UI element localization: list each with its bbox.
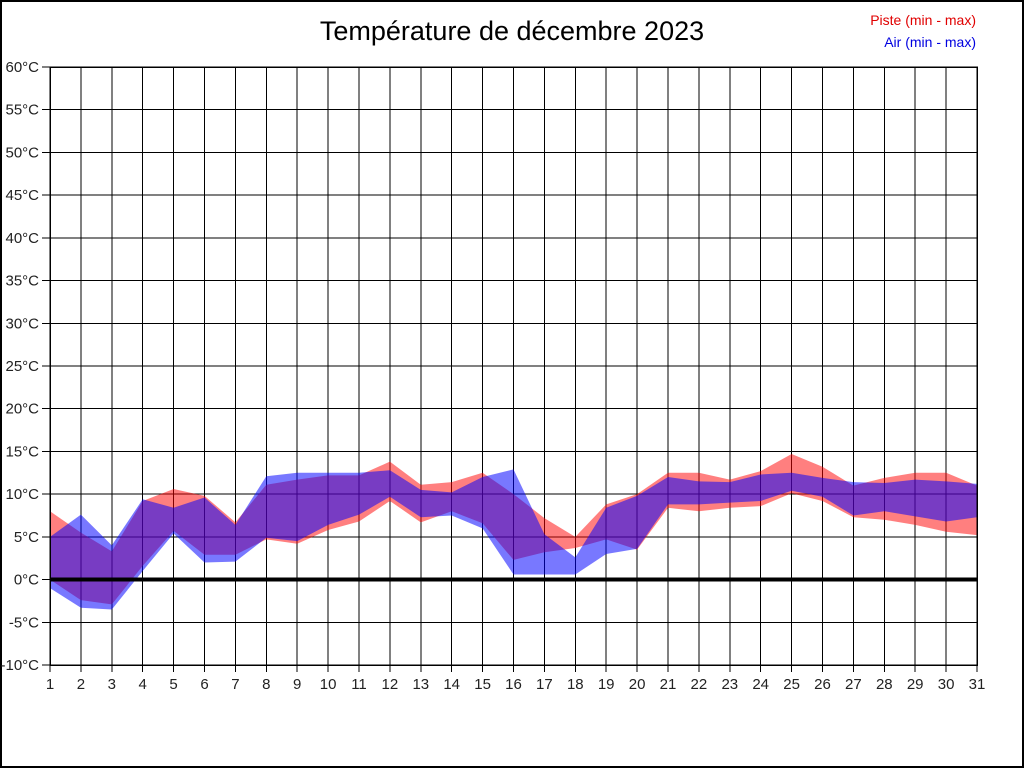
x-tick-label: 28 (876, 676, 893, 693)
y-tick-label: 35°C (5, 273, 39, 290)
x-tick-label: 16 (505, 676, 522, 693)
y-tick-label: 0°C (14, 572, 39, 589)
x-tick-label: 1 (46, 676, 54, 693)
x-tick-label: 11 (351, 676, 367, 693)
x-tick-label: 5 (169, 676, 177, 693)
legend: Piste (min - max) Air (min - max) (870, 9, 976, 53)
x-tick-label: 4 (139, 676, 147, 693)
y-tick-label: 60°C (5, 59, 39, 76)
y-tick-label: 25°C (5, 358, 39, 375)
y-tick-label: 40°C (5, 230, 39, 247)
y-tick-label: 5°C (14, 529, 39, 546)
x-tick-label: 14 (443, 676, 460, 693)
x-tick-label: 30 (938, 676, 955, 693)
x-tick-label: 17 (536, 676, 553, 693)
x-tick-label: 20 (629, 676, 646, 693)
x-tick-label: 26 (814, 676, 831, 693)
x-tick-label: 19 (598, 676, 615, 693)
x-tick-label: 31 (969, 676, 986, 693)
y-tick-label: 15°C (5, 443, 39, 460)
x-tick-label: 10 (320, 676, 337, 693)
x-tick-label: 22 (691, 676, 708, 693)
y-tick-label: 20°C (5, 401, 39, 418)
x-tick-label: 9 (293, 676, 301, 693)
x-tick-label: 8 (262, 676, 270, 693)
x-tick-label: 29 (907, 676, 924, 693)
x-tick-label: 6 (200, 676, 208, 693)
y-tick-label: 30°C (5, 315, 39, 332)
x-tick-label: 24 (752, 676, 769, 693)
y-tick-label: 45°C (5, 187, 39, 204)
x-tick-label: 2 (77, 676, 85, 693)
y-tick-label: -10°C (0, 657, 39, 674)
x-tick-label: 25 (783, 676, 800, 693)
x-tick-label: 7 (231, 676, 239, 693)
x-tick-label: 23 (721, 676, 738, 693)
x-tick-label: 15 (474, 676, 491, 693)
x-tick-label: 21 (660, 676, 677, 693)
x-tick-label: 27 (845, 676, 862, 693)
air-band (50, 469, 977, 610)
legend-piste-label: Piste (min - max) (870, 12, 976, 28)
legend-air-label: Air (min - max) (884, 34, 976, 50)
x-tick-label: 18 (567, 676, 584, 693)
plot-border (49, 66, 978, 666)
x-tick-label: 13 (412, 676, 429, 693)
y-tick-label: -5°C (9, 614, 39, 631)
y-tick-label: 50°C (5, 144, 39, 161)
x-tick-label: 3 (108, 676, 116, 693)
chart-title: Température de décembre 2023 (319, 16, 705, 46)
y-tick-label: 55°C (5, 102, 39, 119)
y-tick-label: 10°C (5, 486, 39, 503)
x-tick-label: 12 (382, 676, 399, 693)
